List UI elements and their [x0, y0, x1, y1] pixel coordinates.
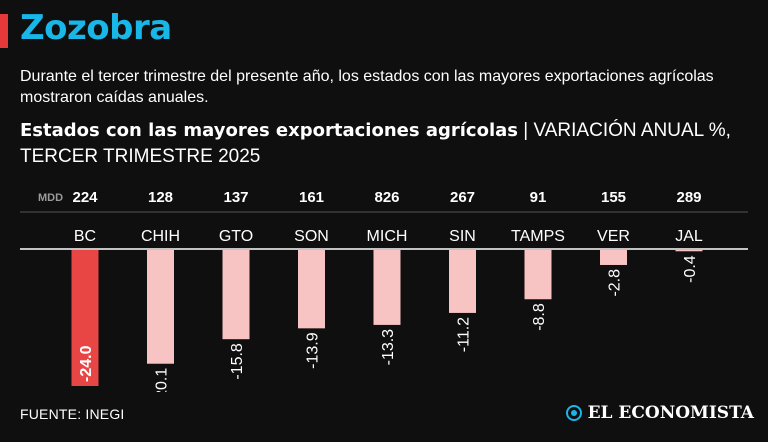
- mdd-value: 137: [223, 189, 248, 206]
- mdd-value: 128: [148, 189, 173, 206]
- chart-title-rest: VARIACIÓN ANUAL %, TERCER TRIMESTRE 2025: [20, 120, 731, 167]
- data-label: -0.4: [682, 255, 699, 283]
- chart-title-separator: |: [517, 120, 534, 141]
- subtitle: Durante el tercer trimestre del presente…: [20, 68, 714, 106]
- category-label: MICH: [367, 228, 408, 245]
- category-label: SIN: [449, 228, 476, 245]
- bar: [147, 250, 174, 364]
- bar: [524, 250, 552, 300]
- publisher-logo-text: EL ECONOMISTA: [587, 403, 754, 423]
- accent-bar: [0, 14, 8, 48]
- category-label: GTO: [219, 228, 253, 245]
- brand-title: Zozobra: [20, 8, 172, 48]
- data-label: -15.8: [229, 343, 246, 380]
- bar: [373, 250, 401, 325]
- category-label: JAL: [675, 228, 703, 245]
- chart-title: Estados con las mayores exportaciones ag…: [20, 118, 750, 170]
- mdd-value: 267: [450, 189, 475, 206]
- bar: [675, 250, 703, 252]
- publisher-logo-icon: [565, 405, 582, 421]
- mdd-value: 826: [374, 189, 399, 206]
- mdd-value: 91: [530, 189, 547, 206]
- mdd-value: 161: [299, 189, 324, 206]
- data-label: -13.3: [380, 329, 397, 366]
- bar-chart: MDD 224 BC -24.0 128 CHIH -20.1 137 GTO -15.8 161 S…: [20, 189, 748, 392]
- bar: [71, 250, 99, 386]
- data-label: -24.0: [78, 345, 95, 382]
- category-label: TAMPS: [511, 228, 565, 245]
- category-label: SON: [294, 228, 329, 245]
- mdd-value: 289: [676, 189, 701, 206]
- publisher-logo: EL ECONOMISTA: [565, 403, 754, 423]
- mdd-value: 155: [601, 189, 626, 206]
- mdd-label: MDD: [38, 192, 63, 204]
- bar: [298, 250, 325, 329]
- category-label: BC: [74, 228, 96, 245]
- chart-title-bold: Estados con las mayores exportaciones ag…: [20, 120, 518, 141]
- category-label: VER: [597, 228, 630, 245]
- data-label: -13.9: [305, 332, 322, 369]
- data-label: -11.2: [456, 317, 473, 352]
- source-note: FUENTE: INEGI: [20, 406, 125, 422]
- data-label: -2.8: [607, 269, 624, 297]
- bar: [449, 250, 476, 313]
- data-label: -20.1: [154, 368, 171, 392]
- bar: [600, 250, 627, 265]
- mdd-value: 224: [72, 189, 98, 206]
- data-label: -8.8: [531, 303, 548, 331]
- bar: [222, 250, 250, 340]
- category-label: CHIH: [141, 228, 180, 245]
